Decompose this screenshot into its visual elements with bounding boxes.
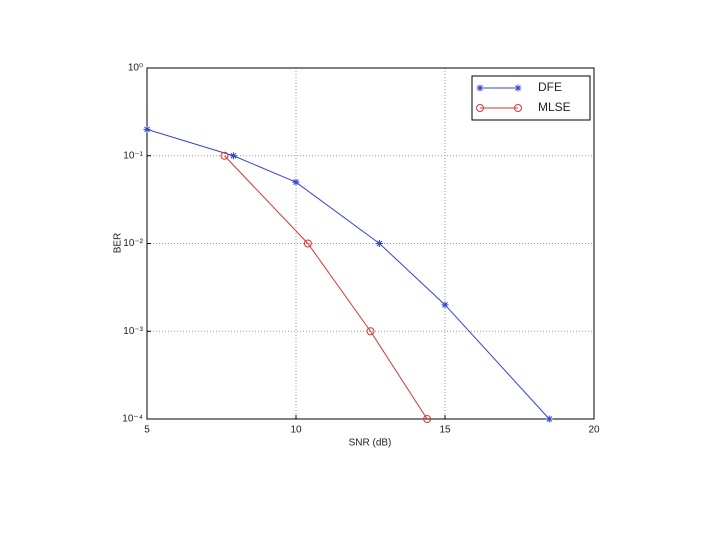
marker	[423, 415, 432, 423]
plot-frame	[146, 67, 595, 420]
legend-marker	[514, 104, 522, 112]
marker	[292, 178, 300, 186]
legend-label: DFE	[538, 80, 562, 94]
legend-marker	[476, 84, 484, 92]
x-tick-label: 15	[439, 425, 451, 436]
x-tick-label: 20	[588, 425, 600, 436]
marker	[220, 151, 229, 160]
marker	[366, 327, 375, 336]
marker	[229, 152, 237, 160]
x-axis-label: SNR (dB)	[349, 438, 392, 449]
y-axis-label: BER	[113, 233, 124, 254]
marker	[545, 415, 553, 423]
y-tick-label: 10⁻²	[123, 238, 143, 249]
y-tick-label: 10⁻¹	[123, 150, 143, 161]
marker	[375, 240, 383, 247]
y-tick-label: 10⁰	[128, 63, 143, 74]
x-tick-label: 5	[144, 425, 150, 436]
marker	[143, 125, 151, 133]
marker	[303, 239, 312, 248]
legend-marker	[514, 84, 522, 92]
legend-label: MLSE	[538, 100, 571, 114]
series-line	[146, 128, 550, 420]
legend-marker	[476, 104, 484, 112]
x-tick-label: 10	[290, 425, 302, 436]
legend-box	[471, 75, 591, 121]
series-line	[224, 155, 428, 420]
y-tick-label: 10⁻³	[123, 326, 143, 337]
y-tick-label: 10⁻⁴	[122, 414, 143, 425]
marker	[441, 301, 449, 309]
